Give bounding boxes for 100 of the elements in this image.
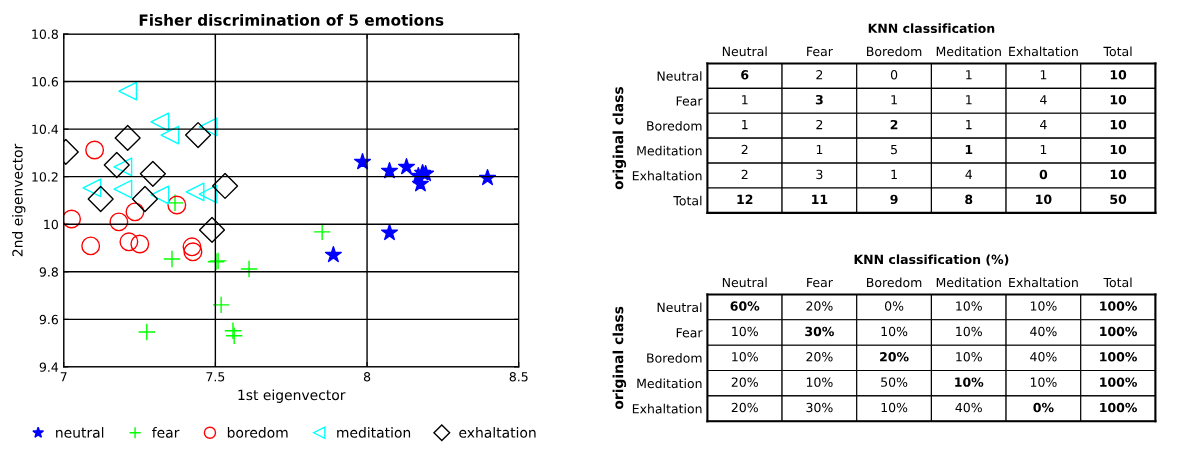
legend-label: fear [152,427,180,438]
data-label: 3 [815,94,823,105]
data-label: 20% [806,352,833,362]
data-label: 0 [1039,169,1048,180]
data-label: 3 [816,169,823,180]
data-label: 40% [955,402,982,413]
data-label: 5 [891,144,897,155]
data-label: 1 [966,95,972,105]
data-label: 0% [884,301,904,311]
data-label: 100% [1100,377,1137,387]
y-axis-title: original class [612,87,627,190]
data-label: 60% [730,301,760,311]
y-axis-title: original class [612,306,627,410]
data-label: 10 [1036,194,1052,205]
data-label: 10% [881,402,908,413]
data-label: 10% [732,352,758,362]
data-label: 1 [816,144,823,155]
legend-label: neutral [56,427,104,438]
data-label: 1 [1040,70,1047,80]
data-label: 1 [966,70,972,80]
data-label: 10% [1030,301,1057,311]
data-label: 10% [881,326,908,337]
x-tick-label: Boredom [867,46,922,57]
data-label: 100% [1100,301,1137,311]
data-label: 20% [731,402,758,413]
data-label: 0 [890,70,898,80]
x-tick-label: Exhaltation [1009,277,1078,288]
y-tick-label: Exhaltation [632,403,702,414]
data-label: 1 [891,169,897,179]
chart-title: Fisher discrimination of 5 emotions [139,14,444,26]
data-label: 10% [956,352,982,362]
data-label: 1 [891,95,897,105]
y-tick-label: 9.4 [39,362,59,372]
data-label: 9 [890,194,898,205]
x-tick-label: Neutral [722,46,767,57]
y-tick-label: Neutral [657,71,702,81]
data-label: 10% [955,377,984,387]
x-tick-label: Boredom [867,277,922,288]
y-tick-label: Meditation [637,145,702,156]
y-tick-label: 10 [44,219,58,230]
x-tick-label: 7.5 [206,372,225,382]
y-tick-label: 10.2 [32,172,58,182]
y-tick-label: Total [673,195,702,206]
data-label: 10 [1110,119,1127,130]
data-label: 10% [956,326,982,337]
y-tick-label: Fear [676,328,703,338]
data-label: 100% [1100,352,1137,362]
y-tick-label: Fear [676,96,703,106]
legend-label: exhaltation [459,427,536,438]
x-tick-label: Total [1103,46,1132,57]
y-tick-label: 9.8 [39,267,58,277]
data-label: 8 [965,194,973,205]
data-label: 30% [806,402,833,413]
data-label: 10% [956,301,982,311]
x-tick-label: 8.5 [509,372,528,382]
data-label: 1 [1040,144,1047,155]
data-label: 10 [1110,169,1127,180]
data-label: 2 [890,119,898,130]
legend-label: meditation [337,427,411,438]
data-label: 2 [741,144,748,155]
data-label: 4 [1040,120,1047,130]
data-label: 11 [812,194,828,204]
data-label: 10 [1110,94,1127,105]
data-label: 4 [1040,95,1047,105]
data-label: 1 [742,120,748,130]
y-axis-title: 2nd eigenvector [11,143,26,257]
x-tick-label: Meditation [936,46,1001,57]
data-label: 40% [1030,326,1057,337]
y-tick-label: 10.6 [32,77,59,87]
data-label: 30% [805,326,834,337]
data-label: 20% [880,352,909,362]
x-tick-label: Exhaltation [1009,46,1078,57]
chart-title: KNN classification (%) [854,254,1009,266]
x-tick-label: Meditation [936,277,1001,288]
data-label: 0% [1033,402,1054,413]
x-tick-label: Fear [807,46,833,57]
x-tick-label: Neutral [722,277,767,288]
data-label: 2 [816,119,823,130]
y-tick-label: Boredom [647,353,702,363]
y-tick-label: 9.6 [39,314,59,325]
data-label: 2 [816,70,823,80]
x-axis-title: 1st eigenvector [238,389,346,403]
data-label: 10% [732,326,758,337]
data-label: 10 [1110,144,1127,155]
data-label: 4 [965,169,973,179]
y-tick-label: Boredom [647,120,702,131]
data-label: 20% [806,301,833,311]
x-tick-label: 8 [363,372,371,382]
data-label: 10% [1030,377,1057,387]
data-label: 2 [741,169,748,179]
x-tick-label: Fear [807,277,833,288]
y-tick-label: 10.8 [32,29,58,39]
data-label: 10 [1110,70,1127,80]
data-label: 100% [1100,326,1137,337]
y-tick-label: Neutral [657,302,702,313]
data-label: 10% [806,377,833,387]
data-label: 12 [737,194,753,204]
data-label: 100% [1100,402,1137,413]
data-label: 6 [741,70,749,80]
chart-title: KNN classification [868,23,995,34]
